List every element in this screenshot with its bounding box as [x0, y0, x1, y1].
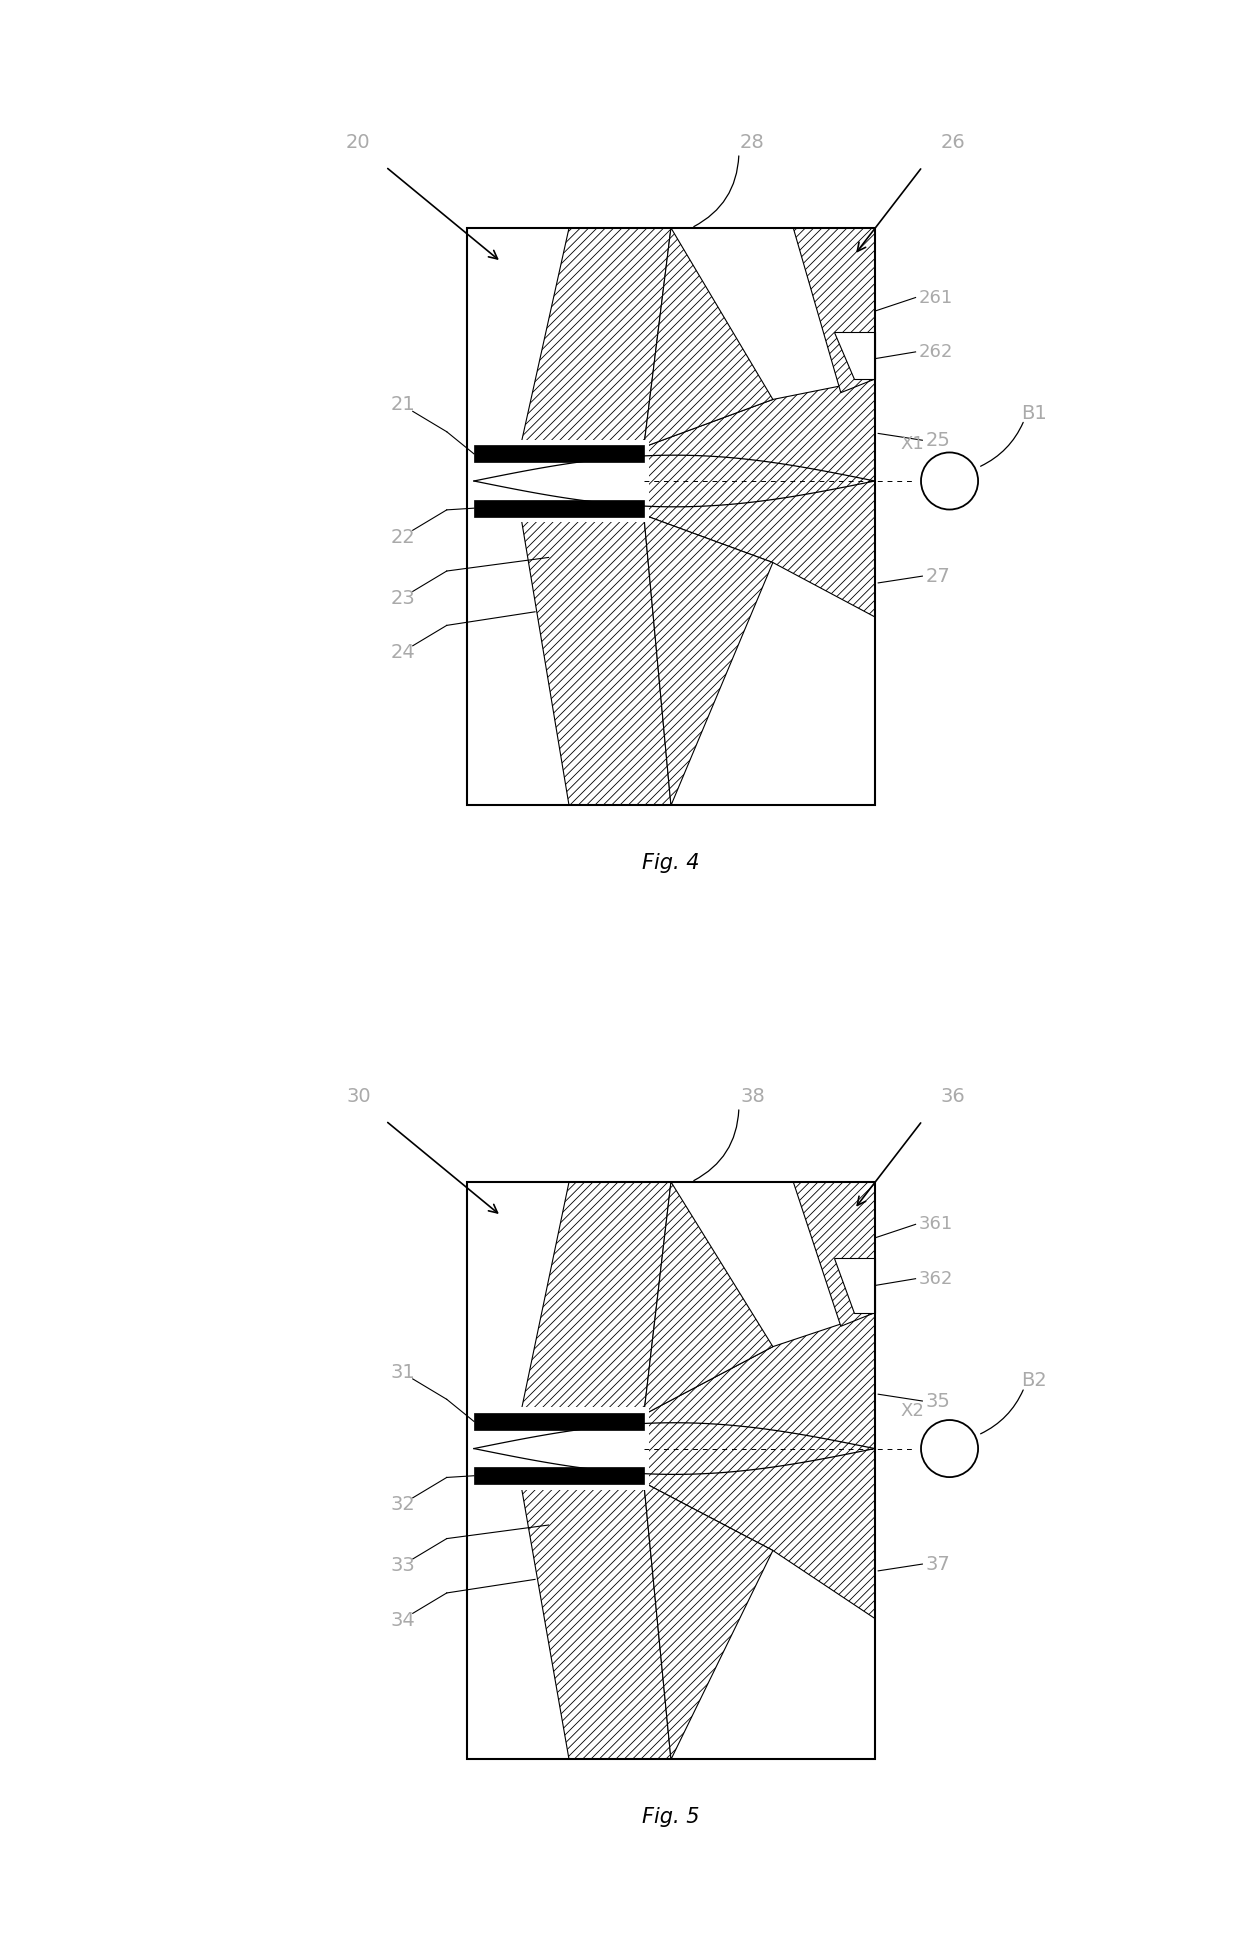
- Text: 37: 37: [926, 1555, 951, 1574]
- Bar: [474, 1468, 644, 1483]
- Polygon shape: [467, 228, 874, 805]
- Polygon shape: [644, 514, 874, 805]
- Text: 30: 30: [346, 1087, 371, 1106]
- Text: 32: 32: [391, 1495, 415, 1514]
- Bar: [467, 228, 874, 805]
- Polygon shape: [522, 514, 671, 805]
- Text: 36: 36: [941, 1087, 965, 1106]
- Text: 362: 362: [919, 1271, 954, 1288]
- Polygon shape: [644, 228, 874, 447]
- Polygon shape: [522, 1182, 671, 1414]
- Text: 361: 361: [919, 1215, 954, 1234]
- Polygon shape: [522, 1483, 671, 1760]
- Bar: [474, 499, 644, 516]
- Bar: [474, 445, 644, 462]
- Text: 262: 262: [919, 342, 954, 362]
- Polygon shape: [467, 228, 671, 447]
- Text: B1: B1: [1022, 404, 1048, 422]
- Polygon shape: [467, 1483, 671, 1760]
- Polygon shape: [644, 1182, 874, 1414]
- Bar: [467, 1182, 874, 1760]
- Text: 28: 28: [740, 133, 765, 153]
- Polygon shape: [467, 1182, 874, 1760]
- Text: 22: 22: [391, 528, 415, 547]
- Text: 38: 38: [740, 1087, 765, 1106]
- Polygon shape: [794, 228, 874, 393]
- Polygon shape: [644, 1483, 773, 1760]
- Polygon shape: [644, 514, 773, 805]
- Text: B2: B2: [1022, 1371, 1048, 1391]
- Polygon shape: [644, 228, 773, 447]
- Polygon shape: [522, 228, 671, 447]
- Text: 34: 34: [391, 1611, 415, 1630]
- Bar: [469, 1408, 650, 1489]
- Text: 35: 35: [926, 1391, 951, 1410]
- Text: Fig. 4: Fig. 4: [642, 853, 699, 872]
- Text: 261: 261: [919, 288, 954, 306]
- Text: 33: 33: [391, 1557, 415, 1576]
- Polygon shape: [644, 1483, 874, 1760]
- Text: 23: 23: [391, 588, 415, 607]
- Text: 20: 20: [346, 133, 371, 153]
- Text: X2: X2: [900, 1402, 924, 1420]
- Polygon shape: [794, 1182, 874, 1327]
- Text: 26: 26: [941, 133, 965, 153]
- Text: 25: 25: [926, 431, 951, 451]
- Text: 31: 31: [391, 1363, 415, 1381]
- Bar: [474, 1414, 644, 1429]
- Text: Fig. 5: Fig. 5: [642, 1806, 699, 1828]
- Polygon shape: [467, 514, 671, 805]
- Text: 21: 21: [391, 395, 415, 414]
- Text: 24: 24: [391, 644, 415, 661]
- Polygon shape: [835, 331, 874, 379]
- Text: X1: X1: [900, 435, 924, 453]
- Polygon shape: [467, 1182, 671, 1414]
- Polygon shape: [835, 1259, 874, 1313]
- Text: 27: 27: [926, 567, 951, 586]
- Bar: [469, 439, 650, 522]
- Polygon shape: [644, 1182, 773, 1414]
